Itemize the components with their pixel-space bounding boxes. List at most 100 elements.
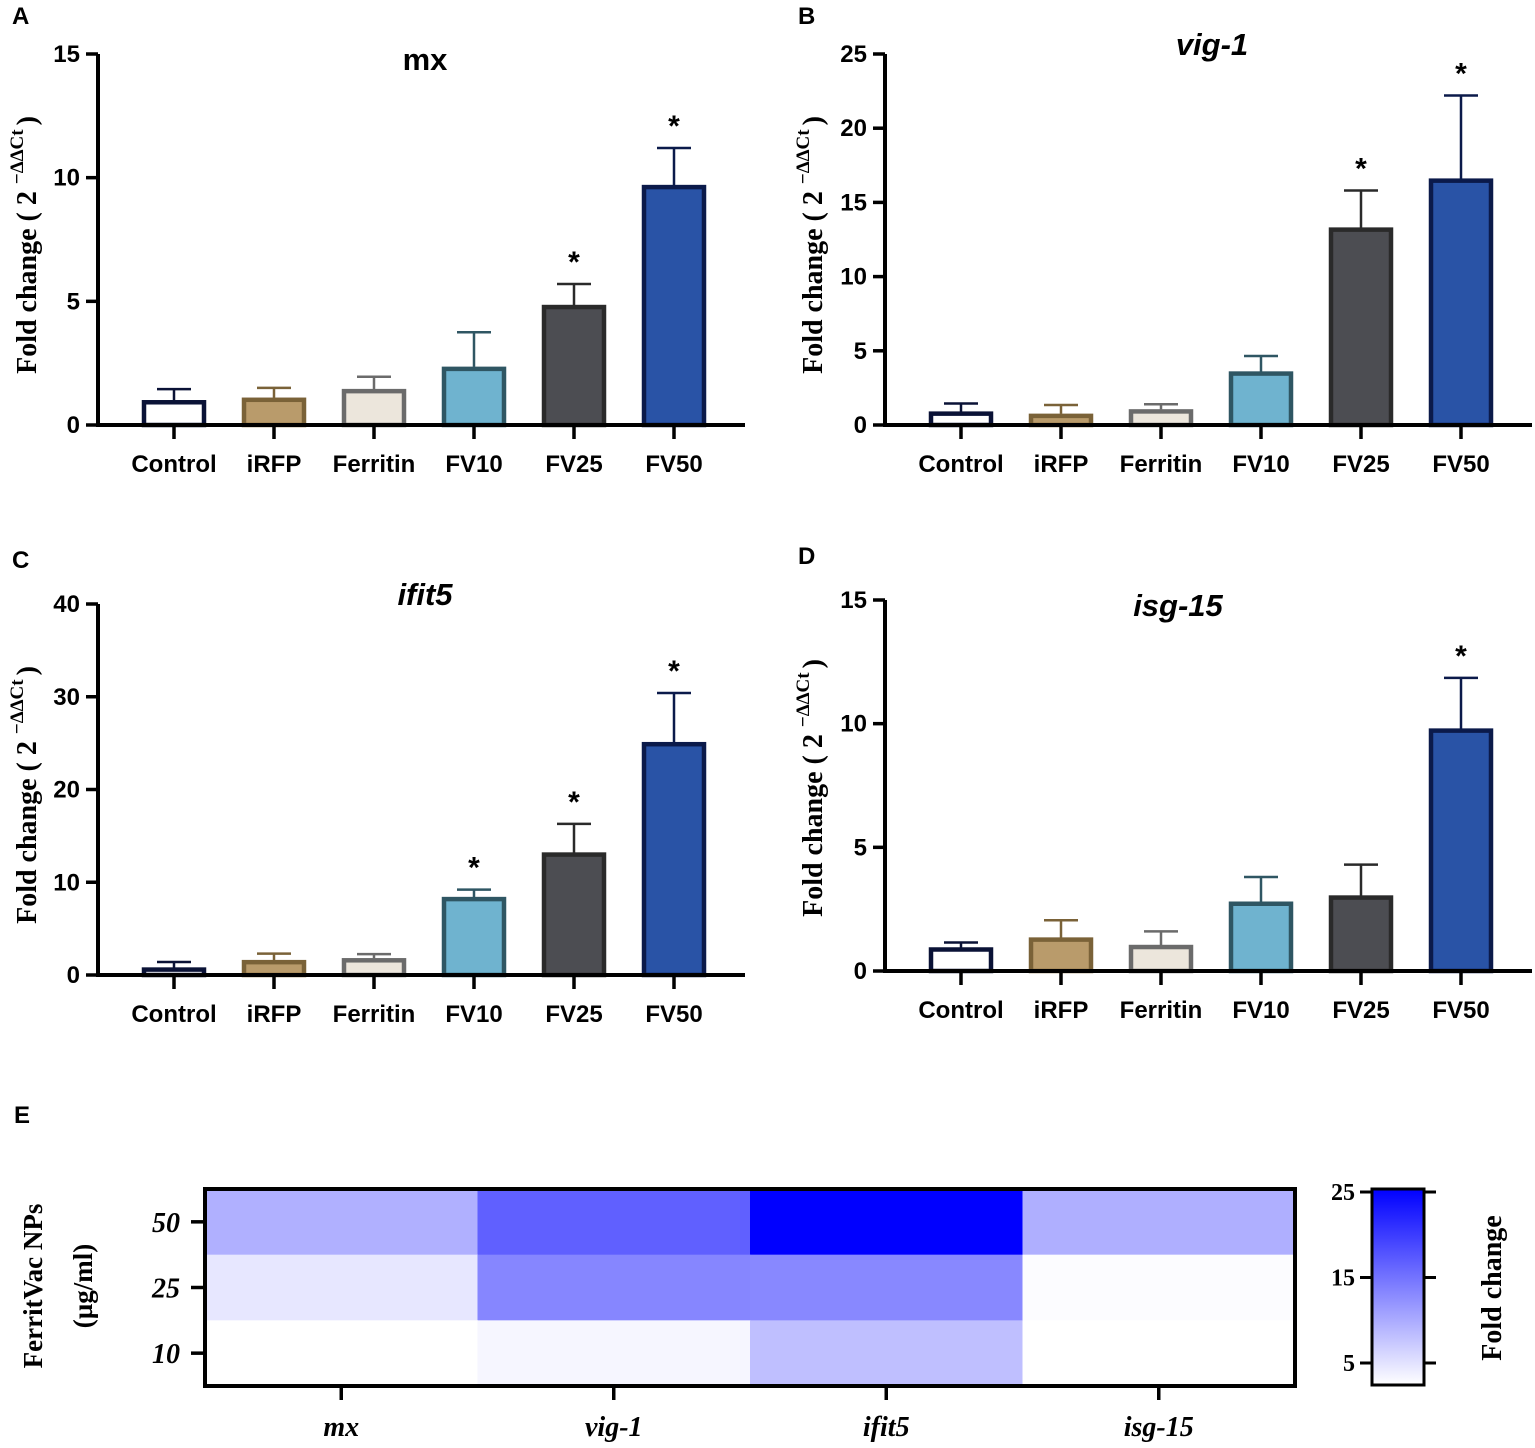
category-label: iRFP: [1034, 451, 1089, 478]
heatmap-cell: [477, 1320, 751, 1387]
y-tick-label: 20: [53, 777, 80, 804]
heatmap-cell: [750, 1189, 1023, 1256]
y-axis-label-close: ): [12, 666, 43, 675]
y-axis-label: Fold change ( 2 −ΔΔCt): [793, 659, 829, 917]
y-axis-label-main: Fold change ( 2: [798, 727, 829, 917]
bar-fv10: [1228, 371, 1294, 428]
y-tick-label: 5: [854, 834, 867, 861]
chart-title: ifit5: [397, 577, 453, 612]
bar-fv25: [1328, 227, 1394, 428]
category-label: iRFP: [247, 1001, 302, 1028]
y-axis-label-superscript: −ΔΔCt: [7, 679, 28, 734]
heatmap-cell: [477, 1189, 751, 1256]
chart-title: vig-1: [1176, 27, 1248, 62]
heatmap-cell: [205, 1254, 478, 1321]
bar-control: [928, 947, 994, 974]
heatmap-x-label: mx: [323, 1412, 359, 1443]
heatmap-cell: [477, 1254, 751, 1321]
category-label: FV10: [1232, 997, 1289, 1024]
category-label: FV10: [445, 451, 502, 478]
colorbar-tick-label: 5: [1343, 1351, 1355, 1377]
heatmap-cell: [750, 1320, 1023, 1387]
significance-star: *: [468, 852, 480, 885]
panel-e-heatmap: E mx vig-1 ifit5 isg-15 50 25 10 FerritVac NP…: [14, 1102, 1508, 1443]
bar-fv25: [1328, 895, 1394, 974]
category-label: iRFP: [1034, 997, 1089, 1024]
heatmap-x-ticks: mx vig-1 ifit5 isg-15: [323, 1386, 1194, 1443]
heatmap-y-ticks: 50 25 10: [151, 1208, 205, 1370]
bar-fv10: [441, 896, 507, 978]
y-axis-label-main: Fold change ( 2: [798, 184, 829, 374]
significance-star: *: [1455, 58, 1467, 91]
y-tick-label: 0: [67, 962, 80, 989]
category-label: Ferritin: [333, 1001, 416, 1028]
heatmap-y-label-line2: (µg/ml): [68, 1244, 98, 1329]
panel-letter: B: [798, 3, 815, 30]
y-axis-label: Fold change ( 2 −ΔΔCt): [7, 116, 43, 374]
category-label: FV25: [545, 451, 602, 478]
panel-a: Amx Fold change ( 2 −ΔΔCt) Control iRFP Ferr…: [7, 3, 745, 478]
y-tick-label: 10: [53, 165, 80, 192]
heatmap-cell: [1022, 1254, 1296, 1321]
y-axis-label-main: Fold change ( 2: [12, 734, 43, 924]
y-tick-label: 15: [53, 41, 80, 68]
y-tick-label: 0: [67, 412, 80, 439]
category-label: FV25: [1332, 451, 1389, 478]
y-tick-label: 10: [53, 869, 80, 896]
significance-star: *: [1355, 153, 1367, 186]
bar-ferritin: [1128, 409, 1194, 428]
y-tick-label: 15: [840, 189, 867, 216]
heatmap-y-label: 10: [152, 1339, 180, 1370]
bar-fv10: [1228, 901, 1294, 974]
y-axis-label-superscript: −ΔΔCt: [7, 129, 28, 184]
y-tick-label: 0: [854, 958, 867, 985]
category-label: Control: [918, 997, 1003, 1024]
panel-letter: C: [12, 547, 29, 574]
heatmap-y-label: 50: [152, 1208, 180, 1239]
colorbar-tick-label: 15: [1331, 1266, 1355, 1292]
y-tick-label: 5: [854, 338, 867, 365]
heatmap-x-label: vig-1: [585, 1412, 643, 1443]
bar-fv50: [1428, 728, 1494, 974]
heatmap-cell: [1022, 1189, 1296, 1256]
significance-star: *: [1455, 640, 1467, 673]
heatmap-cell: [1022, 1320, 1296, 1387]
category-label: iRFP: [247, 451, 302, 478]
y-axis-label: Fold change ( 2 −ΔΔCt): [7, 666, 43, 924]
significance-star: *: [668, 655, 680, 688]
category-label: Control: [131, 451, 216, 478]
category-label: FV50: [645, 451, 702, 478]
chart-title: isg-15: [1133, 588, 1223, 623]
y-axis-label: Fold change ( 2 −ΔΔCt): [793, 116, 829, 374]
heatmap-y-label: FerritVac NPs (µg/ml): [18, 1204, 98, 1369]
bar-fv50: [1428, 178, 1494, 428]
y-axis-label-main: Fold change ( 2: [12, 184, 43, 374]
panel-letter: D: [798, 543, 815, 570]
y-axis-label-superscript: −ΔΔCt: [793, 672, 814, 727]
bar-ferritin: [341, 388, 407, 428]
category-label: FV50: [1432, 997, 1489, 1024]
panel-letter: E: [14, 1102, 30, 1129]
bar-irfp: [241, 397, 307, 428]
category-label: FV50: [645, 1001, 702, 1028]
category-label: FV25: [1332, 997, 1389, 1024]
category-label: Ferritin: [333, 451, 416, 478]
colorbar-tick-label: 25: [1331, 1180, 1355, 1206]
y-tick-label: 20: [840, 115, 867, 142]
colorbar-ticks: 5 15 25: [1331, 1180, 1436, 1377]
y-axis-label-close: ): [12, 116, 43, 125]
category-label: FV25: [545, 1001, 602, 1028]
colorbar-label: Fold change: [1477, 1215, 1508, 1360]
heatmap-y-label-line1: FerritVac NPs: [18, 1204, 48, 1369]
heatmap-x-label: isg-15: [1124, 1412, 1194, 1443]
heatmap-cell: [205, 1189, 478, 1256]
y-tick-label: 5: [67, 288, 80, 315]
y-tick-label: 25: [840, 41, 867, 68]
category-label: FV50: [1432, 451, 1489, 478]
panel-letter: A: [12, 3, 29, 30]
y-tick-label: 40: [53, 591, 80, 618]
